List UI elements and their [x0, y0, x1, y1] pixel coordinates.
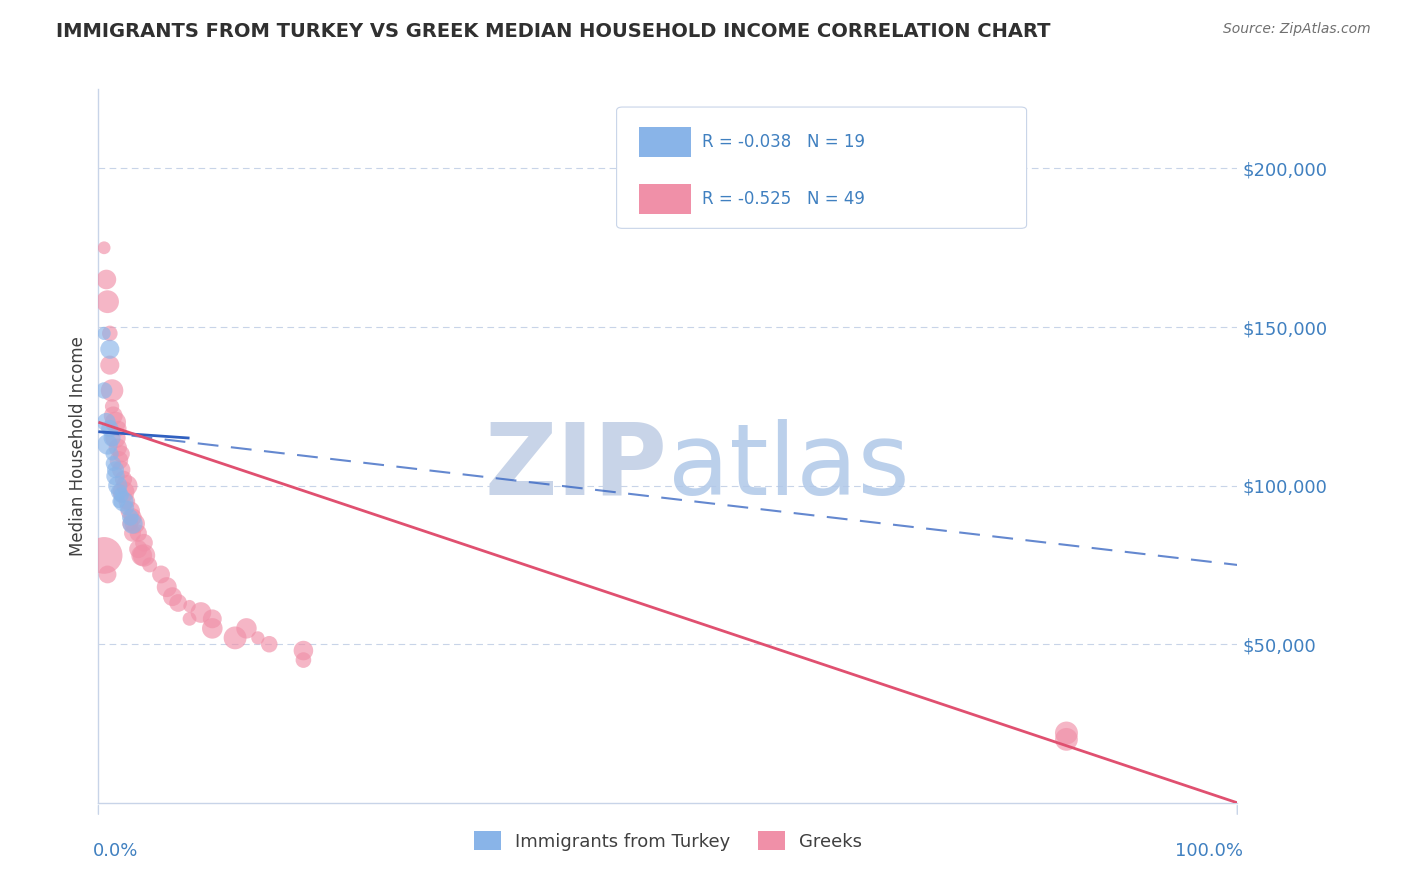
Point: [259, 637, 281, 651]
Point: [201, 621, 224, 635]
Point: [138, 558, 160, 572]
Point: [96, 437, 118, 451]
Point: [179, 612, 201, 626]
Point: [110, 447, 132, 461]
Point: [121, 510, 143, 524]
Point: [101, 431, 124, 445]
Text: IMMIGRANTS FROM TURKEY VS GREEK MEDIAN HOUSEHOLD INCOME CORRELATION CHART: IMMIGRANTS FROM TURKEY VS GREEK MEDIAN H…: [56, 22, 1050, 41]
Point: [162, 590, 184, 604]
Bar: [640, 127, 690, 157]
Point: [190, 606, 212, 620]
Text: R = -0.038   N = 19: R = -0.038 N = 19: [702, 133, 865, 151]
Point: [93, 384, 115, 398]
Point: [246, 631, 269, 645]
Point: [98, 326, 121, 341]
Point: [1054, 726, 1078, 740]
Point: [103, 409, 125, 423]
Point: [108, 421, 131, 435]
Point: [132, 549, 155, 563]
Point: [127, 526, 149, 541]
Point: [150, 567, 173, 582]
Point: [124, 516, 146, 531]
Point: [93, 241, 115, 255]
Point: [96, 567, 118, 582]
Point: [120, 510, 142, 524]
Point: [235, 621, 257, 635]
Point: [93, 326, 115, 341]
Point: [103, 457, 125, 471]
Text: ZIP: ZIP: [485, 419, 668, 516]
Point: [292, 653, 315, 667]
Point: [127, 542, 149, 557]
Point: [98, 358, 121, 372]
Point: [101, 447, 124, 461]
Point: [112, 494, 135, 508]
Text: atlas: atlas: [668, 419, 910, 516]
Point: [1054, 732, 1078, 747]
Text: R = -0.525   N = 49: R = -0.525 N = 49: [702, 190, 865, 208]
Point: [167, 596, 190, 610]
Point: [292, 643, 315, 657]
Point: [108, 453, 131, 467]
Point: [107, 441, 129, 455]
Point: [131, 549, 153, 563]
Point: [121, 516, 143, 531]
Point: [98, 343, 121, 357]
Point: [120, 516, 142, 531]
Point: [107, 478, 129, 492]
Point: [98, 421, 121, 435]
Point: [115, 478, 138, 492]
Text: Source: ZipAtlas.com: Source: ZipAtlas.com: [1223, 22, 1371, 37]
Point: [201, 612, 224, 626]
Point: [179, 599, 201, 614]
Y-axis label: Median Household Income: Median Household Income: [69, 336, 87, 556]
FancyBboxPatch shape: [617, 107, 1026, 228]
Text: 0.0%: 0.0%: [93, 842, 138, 860]
Bar: [640, 184, 690, 214]
Point: [93, 549, 115, 563]
Point: [104, 431, 127, 445]
Point: [110, 463, 132, 477]
Point: [132, 535, 155, 549]
Point: [96, 272, 118, 286]
Point: [121, 526, 143, 541]
Text: 100.0%: 100.0%: [1175, 842, 1243, 860]
Point: [112, 472, 135, 486]
Point: [104, 415, 127, 429]
Point: [96, 415, 118, 429]
Point: [101, 400, 124, 414]
Point: [110, 488, 132, 502]
Point: [115, 494, 138, 508]
Point: [156, 580, 179, 594]
Point: [120, 504, 142, 518]
Point: [104, 469, 127, 483]
Legend: Immigrants from Turkey, Greeks: Immigrants from Turkey, Greeks: [467, 824, 869, 858]
Point: [112, 485, 135, 500]
Point: [224, 631, 246, 645]
Point: [96, 294, 118, 309]
Point: [115, 500, 138, 515]
Point: [104, 463, 127, 477]
Point: [108, 494, 131, 508]
Point: [101, 384, 124, 398]
Point: [108, 485, 131, 500]
